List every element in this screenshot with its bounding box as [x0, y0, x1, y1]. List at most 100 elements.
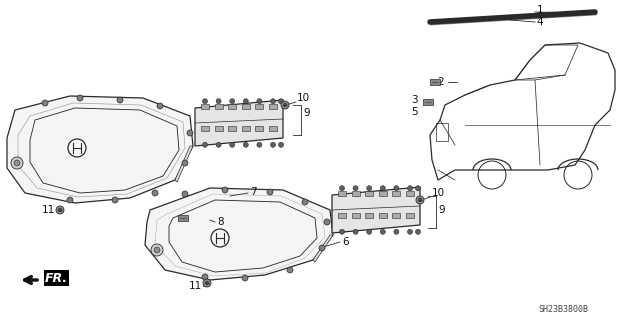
Circle shape	[416, 196, 424, 204]
Circle shape	[117, 97, 123, 103]
Circle shape	[157, 103, 163, 109]
Polygon shape	[7, 96, 193, 203]
Circle shape	[187, 130, 193, 136]
Polygon shape	[175, 146, 193, 182]
Circle shape	[267, 189, 273, 195]
Text: 4: 4	[537, 17, 543, 27]
Text: 7: 7	[250, 187, 257, 197]
Circle shape	[182, 160, 188, 166]
Circle shape	[77, 95, 83, 101]
Bar	[201, 104, 209, 109]
Bar	[228, 104, 236, 109]
Circle shape	[182, 191, 188, 197]
Circle shape	[302, 199, 308, 205]
Circle shape	[11, 157, 23, 169]
Text: 11: 11	[189, 281, 202, 291]
Polygon shape	[313, 235, 333, 262]
Text: 6: 6	[342, 237, 349, 247]
Circle shape	[353, 229, 358, 234]
Bar	[351, 191, 360, 197]
Circle shape	[283, 103, 287, 107]
Bar	[379, 191, 387, 197]
Circle shape	[394, 229, 399, 234]
Circle shape	[112, 197, 118, 203]
Circle shape	[418, 198, 422, 202]
Circle shape	[408, 186, 413, 191]
Bar	[392, 191, 401, 197]
Bar	[430, 79, 440, 85]
Bar	[351, 213, 360, 218]
Circle shape	[205, 281, 209, 285]
Circle shape	[380, 186, 385, 191]
Circle shape	[67, 197, 73, 203]
Circle shape	[203, 279, 211, 287]
Circle shape	[58, 208, 62, 212]
Bar	[214, 126, 223, 131]
Circle shape	[257, 99, 262, 104]
Circle shape	[271, 142, 275, 147]
Text: FR.: FR.	[45, 271, 68, 285]
Text: 11: 11	[42, 205, 55, 215]
Circle shape	[380, 229, 385, 234]
Circle shape	[230, 142, 235, 147]
Bar	[392, 213, 401, 218]
Text: 1: 1	[537, 5, 543, 15]
Text: 3: 3	[412, 95, 418, 105]
Text: 9: 9	[303, 108, 310, 118]
Bar	[365, 191, 373, 197]
Circle shape	[154, 247, 160, 253]
Circle shape	[216, 142, 221, 147]
Polygon shape	[195, 100, 283, 146]
Bar	[423, 99, 433, 105]
Circle shape	[271, 99, 275, 104]
Circle shape	[367, 229, 372, 234]
Bar	[228, 126, 236, 131]
Bar	[436, 123, 448, 141]
Circle shape	[287, 267, 293, 273]
Circle shape	[319, 245, 325, 251]
Bar	[338, 213, 346, 218]
Circle shape	[151, 244, 163, 256]
Bar	[242, 126, 250, 131]
Circle shape	[14, 160, 20, 166]
Circle shape	[281, 101, 289, 109]
Circle shape	[230, 99, 235, 104]
Circle shape	[243, 99, 248, 104]
Bar	[214, 104, 223, 109]
Bar	[201, 126, 209, 131]
Bar	[406, 213, 414, 218]
Circle shape	[222, 187, 228, 193]
Bar	[178, 215, 188, 221]
Circle shape	[324, 219, 330, 225]
Text: 8: 8	[217, 217, 223, 227]
Circle shape	[202, 99, 207, 104]
Bar	[269, 104, 277, 109]
Text: 2 —: 2 —	[438, 77, 458, 87]
Circle shape	[339, 186, 344, 191]
Circle shape	[339, 229, 344, 234]
Circle shape	[353, 186, 358, 191]
Circle shape	[415, 186, 420, 191]
Bar	[338, 191, 346, 197]
Circle shape	[394, 186, 399, 191]
Text: 10: 10	[297, 93, 310, 103]
Text: 5: 5	[412, 107, 418, 117]
Circle shape	[278, 142, 284, 147]
Circle shape	[56, 206, 64, 214]
Bar	[365, 213, 373, 218]
Bar	[379, 213, 387, 218]
Circle shape	[367, 186, 372, 191]
Text: 9: 9	[438, 205, 445, 215]
Circle shape	[202, 274, 208, 280]
Bar	[406, 191, 414, 197]
Circle shape	[257, 142, 262, 147]
Polygon shape	[332, 187, 420, 233]
Circle shape	[278, 99, 284, 104]
Circle shape	[243, 142, 248, 147]
Bar	[255, 104, 264, 109]
Bar	[242, 104, 250, 109]
Circle shape	[242, 275, 248, 281]
Bar	[269, 126, 277, 131]
Circle shape	[408, 229, 413, 234]
Text: FR.: FR.	[45, 271, 68, 285]
